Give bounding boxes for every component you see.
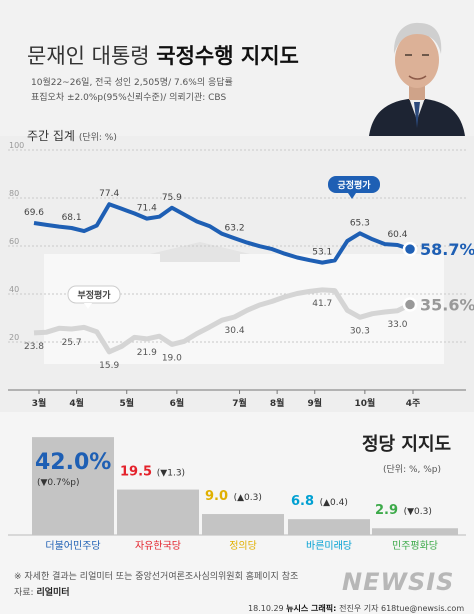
data-label: 30.3 [350,326,370,336]
bar-change-label: (▲0.4) [320,498,348,508]
data-label: 33.0 [387,320,407,330]
credit-date: 18.10.29 [248,604,287,613]
bar-4 [372,528,458,535]
legend-1: 부정평가 [67,285,121,309]
blue-house-watermark [150,242,250,262]
series-group [33,202,418,355]
title-bold: 국정수행 지지도 [156,44,299,68]
bar-category-label: 민주평화당 [392,540,438,552]
party-bar-chart: 42.0% (▼0.7%p) 더불어민주당 19.5 (▼1.3) 자유한국당 9.0 (▲0… [8,437,466,552]
data-label: 21.9 [137,348,157,358]
data-label: 53.1 [312,248,332,258]
x-tick-label: 10월 [354,397,375,409]
bar-change-label: (▼0.3) [404,507,432,517]
credit-line: 18.10.29 뉴시스 그래픽: 전진우 기자 618tue@newsis.c… [248,603,464,614]
data-label: 77.4 [99,189,119,199]
y-tick-label: 80 [9,189,19,198]
bar-change-label: (▲0.3) [234,493,262,503]
approval-line-chart: 20 40 60 80 100 3월 4월 5월 6월 7월 8월 9월 10월 4주 23.8 25.7… [8,141,474,409]
newsis-watermark: NEWSIS [342,568,455,596]
legend-label: 긍정평가 [337,179,371,191]
x-tick-label: 7월 [232,397,247,409]
data-label: 19.0 [162,353,182,363]
party-title: 정당 지지도 [362,434,452,455]
bar-value-label: 42.0% [35,450,111,475]
y-tick-label: 100 [9,141,24,150]
bar-category-label: 더불어민주당 [45,540,100,552]
data-label: 60.4 [387,230,407,240]
bar-value-label: 6.8 [291,494,314,509]
legend-box [328,176,380,193]
series-end-marker [402,297,418,312]
x-tick-label: 3월 [32,397,47,409]
legend-pointer [84,303,92,309]
x-tick-label: 4월 [69,397,84,409]
data-label: 63.2 [225,223,245,233]
y-tick-label: 20 [9,333,19,342]
data-label: 15.9 [99,361,119,371]
bar-value-label: 19.5 [120,465,152,480]
bar-change-label: (▼1.3) [157,469,185,479]
party-unit: (단위: %, %p) [383,465,442,475]
bar-value-label: 9.0 [205,489,228,504]
data-label: 65.3 [350,218,370,228]
legend-0: 긍정평가 [328,176,380,199]
x-tick-label: 8월 [270,397,285,409]
last-value-label: 58.7% [420,240,474,259]
legend-box [67,285,121,304]
president-photo [365,10,469,136]
credit-org: 뉴시스 그래픽: [286,604,340,613]
credit-author: 전진우 기자 618tue@newsis.com [339,604,465,613]
bar-0 [32,437,114,535]
source-name: 리얼미터 [36,588,70,598]
x-axis-ticks: 3월 4월 5월 6월 7월 8월 9월 10월 4주 [32,390,421,409]
bar-value-label: 2.9 [375,503,398,518]
x-tick-label: 9월 [307,397,322,409]
bar-category-label: 정의당 [229,540,257,552]
legend-pointer [348,193,356,199]
weekly-label-text: 주간 집계 [27,129,75,143]
data-label: 71.4 [137,204,157,214]
x-tick-label: 6월 [170,397,185,409]
bar-3 [288,519,370,535]
weekly-unit: (단위: %) [78,133,117,143]
series-end-marker [402,241,418,257]
survey-info-line2: 표집오차 ±2.0%p(95%신뢰수준)/ 의뢰기관: CBS [31,93,227,103]
last-value-label: 35.6% [420,296,474,315]
data-label: 30.4 [225,326,245,336]
page-title: 문재인 대통령 국정수행 지지도 [27,40,299,70]
source-label: 자료: [14,588,37,598]
data-label-group: 23.8 25.7 15.9 21.9 19.0 30.4 41.7 30.3 33.0 35.6… [24,189,474,371]
weekly-label: 주간 집계 (단위: %) [27,127,117,144]
data-label: 69.6 [24,208,44,218]
source-line: 자료: 리얼미터 [14,585,70,598]
bar-change-label: (▼0.7%p) [37,478,80,488]
x-tick-label: 4주 [406,398,421,409]
y-axis-ticks: 20 40 60 80 100 [9,141,24,342]
bar-category-label: 자유한국당 [135,540,181,552]
data-label: 75.9 [162,193,182,203]
title-prefix: 문재인 대통령 [27,44,157,68]
series-line-1 [33,287,412,355]
legend-label: 부정평가 [77,289,111,301]
bar-2 [202,514,284,535]
footnote: ※ 자세한 결과는 리얼미터 또는 중앙선거여론조사심의위원회 홈페이지 참조 [14,572,299,582]
data-label: 68.1 [62,213,82,223]
x-tick-label: 5월 [119,397,134,409]
bar-category-label: 바른미래당 [306,540,352,552]
chart-inner-panel [44,254,444,364]
y-tick-label: 60 [9,237,19,246]
series-line-0 [33,202,411,265]
survey-info-line1: 10월22~26일, 전국 성인 2,505명/ 7.6%의 응답률 [31,78,233,88]
data-label: 25.7 [62,338,82,348]
data-label: 23.8 [24,342,44,352]
y-tick-label: 40 [9,285,19,294]
bar-1 [117,489,199,535]
data-label: 41.7 [312,299,332,309]
